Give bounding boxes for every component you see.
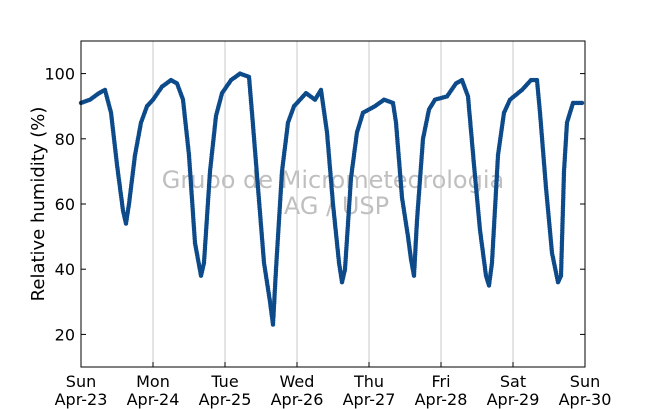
y-axis: 20 40 60 80 100 <box>44 65 585 344</box>
x-tick-label-day: Mon <box>136 372 170 391</box>
x-tick-label-date: Apr-24 <box>127 390 180 409</box>
y-tick-label: 20 <box>55 325 75 344</box>
x-tick-label-date: Apr-25 <box>199 390 252 409</box>
x-tick-label-day: Fri <box>431 372 450 391</box>
y-tick-label: 60 <box>55 195 75 214</box>
data-point <box>579 100 585 106</box>
x-tick-label-day: Thu <box>353 372 384 391</box>
x-tick-label-day: Sun <box>570 372 600 391</box>
x-tick-label-date: Apr-26 <box>271 390 324 409</box>
x-tick-label-date: Apr-30 <box>559 390 612 409</box>
x-tick-label-day: Tue <box>210 372 238 391</box>
x-axis: SunApr-23MonApr-24TueApr-25WedApr-26ThuA… <box>55 362 612 409</box>
y-tick-label: 100 <box>44 65 75 84</box>
y-tick-label: 80 <box>55 130 75 149</box>
x-tick-label-day: Sat <box>500 372 526 391</box>
x-tick-label-date: Apr-29 <box>487 390 540 409</box>
x-tick-label-day: Wed <box>280 372 315 391</box>
x-tick-label-date: Apr-28 <box>415 390 468 409</box>
x-tick-label-date: Apr-23 <box>55 390 108 409</box>
x-tick-label-day: Sun <box>66 372 96 391</box>
y-axis-title: Relative humidity (%) <box>28 107 49 302</box>
y-tick-label: 40 <box>55 260 75 279</box>
data-points <box>78 71 585 327</box>
x-tick-label-date: Apr-27 <box>343 390 396 409</box>
